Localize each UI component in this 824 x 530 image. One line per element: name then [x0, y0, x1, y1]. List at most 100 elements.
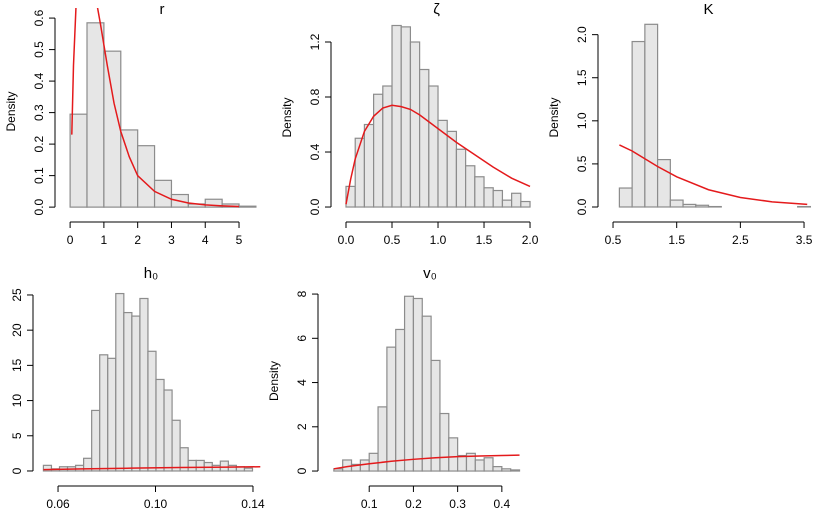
y-tick-label: 4 [295, 379, 309, 386]
y-tick-label: 6 [295, 335, 309, 342]
histogram-bar [131, 315, 141, 472]
panel: 0.0 0.5 1.0 1.5 2.0 0.0 0.4 0.8 1.2 Density ζ [280, 1, 539, 247]
histogram-bar [107, 357, 117, 472]
histogram-bar [91, 409, 101, 472]
x-tick-label: 1.5 [476, 233, 493, 247]
histogram-bar [437, 119, 448, 208]
x-tick-label: 0.5 [384, 233, 401, 247]
x-tick-label: 0.10 [144, 497, 168, 511]
x-tick-label: 2.5 [732, 233, 749, 247]
x-tick-label: 0.14 [241, 497, 265, 511]
histogram-bar [669, 199, 684, 208]
histogram-bar [42, 464, 53, 472]
x-tick-label: 1 [101, 233, 108, 247]
histogram-bar [421, 315, 432, 472]
x-tick-label: 1.0 [430, 233, 447, 247]
histogram-bar [409, 41, 421, 208]
y-tick-label: 1.0 [575, 112, 589, 129]
histogram-bar [428, 85, 439, 208]
histogram-bar [86, 22, 105, 208]
x-tick-label: 0.1 [361, 497, 378, 511]
x-tick-label: 0.2 [405, 497, 422, 511]
y-tick-label: 1.5 [575, 69, 589, 86]
y-tick-label: 10 [10, 394, 24, 408]
histogram-bar [511, 192, 522, 208]
y-tick-label: 2.0 [575, 26, 589, 43]
y-tick-label: 0.6 [32, 9, 46, 26]
histogram-bar [103, 50, 122, 208]
y-tick-label: 0.8 [308, 88, 322, 105]
x-tick-label: 0.06 [46, 497, 70, 511]
x-tick-label: 1.5 [668, 233, 685, 247]
histogram-bar [501, 199, 513, 208]
histogram-bar [682, 203, 697, 208]
y-axis-label: Density [547, 97, 561, 137]
histogram-bar [238, 205, 257, 208]
histogram-bar [446, 130, 458, 208]
histogram-bar [354, 137, 366, 208]
histogram-bar [147, 350, 157, 472]
x-tick-label: 0.3 [449, 497, 466, 511]
y-tick-label: 0.5 [575, 155, 589, 172]
y-axis-label: Density [267, 361, 281, 401]
histogram-bar [483, 457, 494, 472]
histogram-bar [474, 459, 485, 472]
histogram-bar [448, 437, 459, 472]
panel-title: v₀ [423, 265, 437, 282]
histogram-bar [510, 469, 521, 472]
histogram-bar [386, 346, 397, 472]
x-tick-label: 5 [236, 233, 243, 247]
histogram-bar [179, 447, 189, 472]
histogram-bar [501, 468, 512, 472]
histogram-bar [115, 292, 125, 472]
density-curve [43, 466, 261, 471]
histogram-bar [403, 295, 415, 472]
panel-title: r [160, 1, 165, 18]
x-tick-label: 0.5 [605, 233, 622, 247]
histogram-bar [211, 464, 221, 472]
histogram-bar [204, 198, 223, 208]
histogram-bar [483, 187, 494, 208]
histogram-bar [395, 328, 406, 472]
panel-title: K [703, 1, 713, 18]
panel: 0.5 1.5 2.5 3.5 0.0 0.5 1.0 1.5 2.0 Density K [547, 1, 813, 247]
panel: 0.1 0.2 0.3 0.4 0 2 4 6 8 Density v₀ [267, 265, 521, 511]
y-tick-label: 15 [10, 358, 24, 372]
histogram-bar [391, 24, 402, 208]
histogram-bar [155, 378, 165, 472]
histogram-bar [137, 145, 156, 208]
histogram-bar [465, 165, 476, 208]
histogram-bar [439, 412, 450, 472]
x-tick-label: 3 [168, 233, 175, 247]
histogram-bar [644, 23, 659, 208]
y-tick-label: 20 [10, 323, 24, 337]
x-tick-label: 2 [134, 233, 141, 247]
y-tick-label: 0.0 [575, 198, 589, 215]
histogram-bar [99, 354, 109, 472]
panel: 0.060.100.140510152025Densityh₀ [10, 265, 265, 511]
histogram-bar [163, 389, 173, 472]
histogram-bar [382, 85, 393, 208]
y-tick-label: 0 [295, 467, 309, 474]
y-tick-label: 0.4 [308, 143, 322, 160]
panel: 0 1 2 3 4 5 0.0 0.1 0.2 0.3 0.4 0.5 0.6 Density r [4, 1, 257, 247]
histogram-bar [400, 26, 412, 208]
y-tick-label: 0 [10, 467, 24, 474]
y-tick-label: 0.3 [32, 104, 46, 121]
histogram-bar [631, 40, 646, 208]
x-tick-label: 2.0 [522, 233, 539, 247]
y-tick-label: 0.5 [32, 41, 46, 58]
density-curve [345, 104, 531, 205]
y-tick-label: 0.1 [32, 167, 46, 184]
histogram-bar [195, 459, 205, 472]
y-tick-label: 8 [295, 290, 309, 297]
y-tick-label: 1.2 [308, 33, 322, 50]
x-tick-label: 4 [202, 233, 209, 247]
histogram-bar [492, 466, 503, 472]
y-tick-label: 2 [295, 423, 309, 430]
y-tick-label: 0.2 [32, 135, 46, 152]
histogram-bar [219, 460, 229, 472]
x-tick-label: 0.0 [338, 233, 355, 247]
